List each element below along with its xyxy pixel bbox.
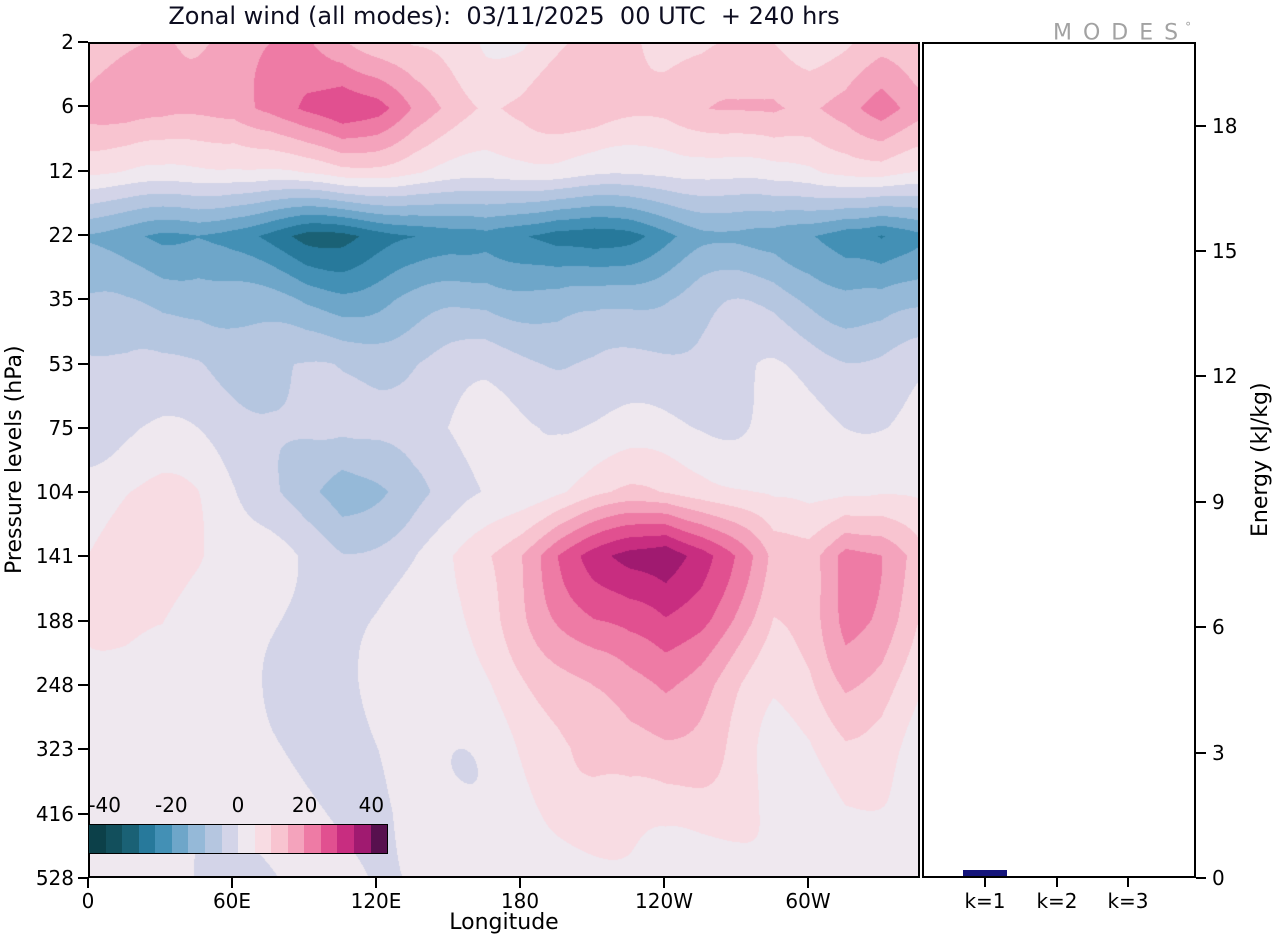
figure-title: Zonal wind (all modes): 03/11/2025 00 UT… [168, 2, 840, 30]
pressure-tick [78, 362, 88, 365]
energy-tick-label: 15 [1212, 239, 1238, 263]
energy-tick [1196, 751, 1206, 754]
energy-tick [1196, 250, 1206, 252]
colorbar [88, 824, 388, 854]
pressure-tick-label: 104 [35, 480, 74, 505]
pressure-tick-label: 2 [61, 30, 74, 54]
energy-panel [922, 42, 1196, 878]
energy-tick [1196, 877, 1206, 879]
longitude-tick-label: 120E [350, 889, 402, 913]
colorbar-segment [271, 825, 288, 853]
colorbar-segment [89, 825, 106, 853]
energy-mode-tick [984, 878, 986, 887]
colorbar-segment [337, 825, 354, 853]
pressure-tick-label: 188 [35, 608, 74, 633]
pressure-tick [78, 169, 88, 172]
energy-tick [1196, 124, 1206, 127]
colorbar-segment [320, 825, 338, 853]
pressure-tick [78, 426, 88, 429]
energy-tick-label: 6 [1212, 615, 1225, 640]
modes-logo: MODES° [1053, 20, 1191, 45]
pressure-tick-label: 75 [48, 415, 74, 440]
colorbar-segment [370, 825, 388, 853]
longitude-tick [375, 878, 377, 888]
energy-mode-tick-label: k=3 [1107, 889, 1149, 913]
pressure-tick-label: 35 [48, 287, 74, 312]
energy-tick [1196, 375, 1206, 378]
colorbar-segment [221, 825, 239, 853]
energy-mode-tick [1056, 878, 1058, 887]
pressure-tick-label: 22 [48, 222, 74, 247]
energy-tick-label: 18 [1212, 113, 1238, 138]
longitude-tick [231, 878, 233, 888]
pressure-tick [78, 41, 88, 43]
pressure-tick [78, 619, 88, 622]
pressure-tick-label: 141 [35, 544, 74, 569]
pressure-tick [78, 555, 88, 558]
colorbar-tick-label: -20 [154, 793, 188, 817]
colorbar-segment [287, 825, 305, 853]
colorbar-segment [171, 825, 189, 853]
longitude-tick [807, 878, 809, 888]
colorbar-segment [155, 825, 172, 853]
longitude-tick-label: 0 [81, 889, 95, 913]
colorbar-segment [122, 825, 139, 853]
pressure-tick-label: 528 [35, 866, 74, 890]
colorbar-tick-label: 40 [358, 793, 385, 817]
longitude-tick-label: 60W [785, 889, 831, 913]
colorbar-segment [188, 825, 205, 853]
colorbar-tick-label: 0 [231, 793, 245, 817]
colorbar-segment [204, 825, 222, 853]
energy-bar [963, 870, 1007, 876]
pressure-tick [78, 105, 88, 108]
energy-tick-label: 3 [1212, 740, 1225, 765]
colorbar-segment [354, 825, 371, 853]
colorbar-segment [254, 825, 272, 853]
pressure-tick [78, 298, 88, 301]
longitude-axis-label: Longitude [449, 910, 559, 935]
energy-tick [1196, 626, 1206, 629]
pressure-tick [78, 684, 88, 687]
colorbar-segment [105, 825, 123, 853]
longitude-tick [87, 878, 89, 888]
pressure-tick-label: 53 [48, 351, 74, 376]
energy-tick-label: 12 [1212, 364, 1238, 389]
colorbar-tick-label: -40 [88, 793, 121, 817]
pressure-tick-label: 323 [35, 737, 74, 762]
colorbar-segment [238, 825, 255, 853]
energy-tick-label: 0 [1212, 866, 1225, 890]
pressure-tick [78, 491, 88, 494]
longitude-tick-label: 120W [635, 889, 693, 913]
pressure-tick-label: 12 [48, 158, 74, 183]
pressure-tick [78, 748, 88, 751]
energy-axis-label: Energy (kJ/kg) [1248, 382, 1273, 538]
energy-tick-label: 9 [1212, 489, 1225, 514]
longitude-tick-label: 180 [500, 889, 540, 913]
pressure-tick [78, 877, 88, 879]
colorbar-tick-label: 20 [291, 793, 318, 817]
pressure-tick-label: 416 [35, 801, 74, 826]
modes-logo-degree-mark: ° [1185, 20, 1192, 34]
pressure-tick [78, 812, 88, 815]
colorbar-segment [138, 825, 156, 853]
contour-plot-area [88, 42, 920, 878]
modes-logo-text: MODES [1053, 20, 1190, 46]
zonal-wind-contour-canvas [90, 44, 918, 876]
pressure-tick-label: 6 [61, 94, 74, 119]
energy-mode-tick-label: k=1 [964, 889, 1006, 913]
energy-mode-tick [1127, 878, 1129, 887]
energy-tick [1196, 500, 1206, 503]
longitude-tick-label: 60E [212, 889, 252, 913]
pressure-tick [78, 233, 88, 236]
pressure-tick-label: 248 [35, 673, 74, 698]
colorbar-segment [304, 825, 321, 853]
longitude-tick [663, 878, 665, 888]
longitude-tick [519, 878, 521, 888]
energy-mode-tick-label: k=2 [1036, 889, 1078, 913]
